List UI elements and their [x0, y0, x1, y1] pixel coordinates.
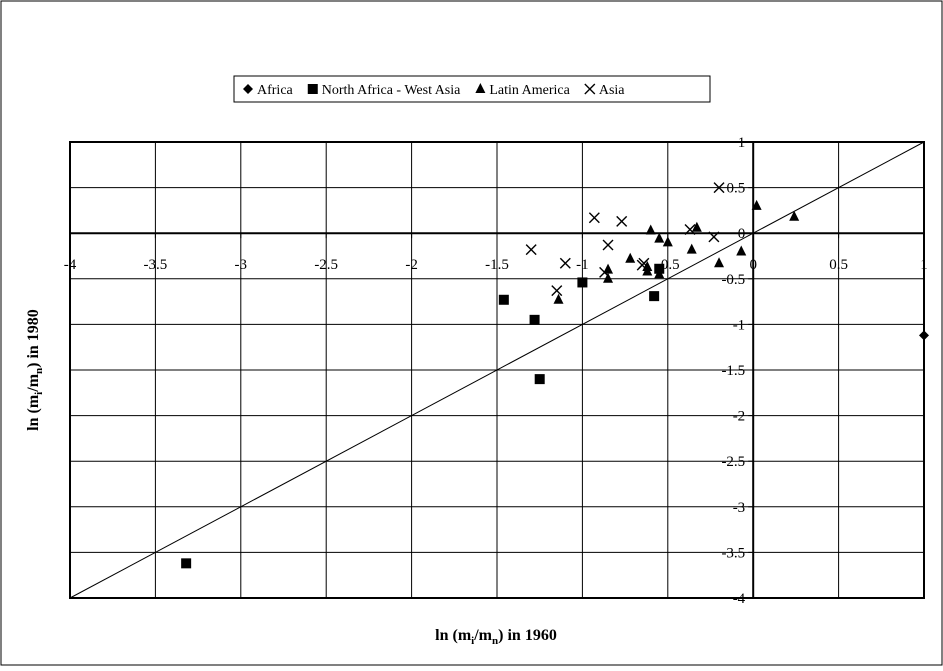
x-point — [684, 224, 696, 236]
triangle-point — [686, 243, 697, 254]
x-marker-stroke — [551, 285, 563, 297]
triangle-point — [662, 236, 673, 247]
x-marker-stroke — [636, 259, 648, 271]
x-tick-label: 0 — [749, 257, 757, 273]
x-tick-label: -4 — [64, 257, 77, 273]
triangle-point — [645, 224, 656, 235]
x-tick-label: -1 — [576, 257, 589, 273]
triangle-point — [603, 272, 614, 283]
legend-box — [233, 75, 711, 103]
triangle-point — [691, 221, 702, 232]
x-marker-stroke — [708, 231, 720, 243]
x-tick-label: -2 — [405, 257, 418, 273]
y-tick-label: -4 — [733, 591, 746, 607]
y-tick-label: -2.5 — [721, 454, 745, 470]
diamond-point — [919, 330, 929, 341]
x-marker-stroke — [616, 215, 628, 227]
legend-x-icon — [584, 83, 596, 95]
series-africa — [919, 330, 929, 341]
triangle-point — [714, 257, 725, 268]
x-tick-label: -3.5 — [144, 257, 168, 273]
y-tick-label: -0.5 — [721, 272, 745, 288]
legend-triangle-icon — [475, 83, 486, 93]
square-point — [181, 558, 192, 569]
x-axis-title: ln (mi/mn) in 1960 — [435, 627, 557, 647]
triangle-point — [751, 199, 762, 210]
square-point — [534, 374, 545, 385]
x-point — [636, 259, 648, 271]
square-point — [498, 294, 509, 305]
plot-border — [69, 141, 925, 599]
reference-line — [69, 141, 925, 599]
x-tick-label: 1 — [920, 257, 928, 273]
square-point — [577, 277, 588, 288]
legend: Africa North Africa - West Asia Latin Amer… — [233, 75, 711, 103]
x-point — [616, 215, 628, 227]
y-tick-label: -1.5 — [721, 363, 745, 379]
y-tick-label: 1 — [738, 135, 746, 151]
x-point — [551, 285, 563, 297]
triangle-point — [654, 268, 665, 279]
x-point — [602, 239, 614, 251]
x-marker-stroke — [602, 239, 614, 251]
x-tick-label: -2.5 — [314, 257, 338, 273]
series-latin-america — [553, 199, 800, 304]
y-tick-label: 0.5 — [726, 181, 745, 197]
x-point — [588, 212, 600, 224]
x-point — [708, 231, 720, 243]
x-point — [559, 257, 571, 269]
square-point — [649, 291, 660, 302]
triangle-point — [789, 210, 800, 221]
y-tick-label: -3.5 — [721, 545, 745, 561]
x-point — [599, 266, 611, 278]
x-marker-stroke — [599, 266, 611, 278]
legend-label: Asia — [599, 83, 625, 98]
series-asia — [525, 182, 725, 297]
x-point — [713, 182, 725, 194]
y-tick-label: -1 — [733, 317, 746, 333]
x-tick-label: -3 — [235, 257, 248, 273]
y-axis-title: ln (mi/mn) in 1980 — [25, 309, 45, 431]
x-point — [525, 244, 537, 256]
triangle-point — [553, 293, 564, 304]
legend-diamond-icon — [243, 84, 253, 94]
x-marker-stroke — [525, 244, 537, 256]
x-tick-label: -1.5 — [485, 257, 509, 273]
triangle-point — [625, 252, 636, 263]
legend-label: Latin America — [489, 83, 570, 98]
legend-label: Africa — [257, 83, 294, 98]
data-points — [181, 182, 929, 569]
axes — [69, 141, 925, 599]
triangle-point — [736, 245, 747, 256]
legend-label: North Africa - West Asia — [322, 83, 461, 98]
x-marker-stroke — [559, 257, 571, 269]
x-tick-label: 0.5 — [829, 257, 848, 273]
x-marker-stroke — [588, 212, 600, 224]
y-tick-label: -2 — [733, 409, 746, 425]
y-tick-label: -3 — [733, 500, 746, 516]
x-marker-stroke — [584, 83, 596, 95]
triangle-point — [654, 232, 665, 243]
square-point — [529, 314, 540, 325]
x-marker-stroke — [713, 182, 725, 194]
y-tick-label: 0 — [738, 226, 746, 242]
legend-square-icon — [307, 84, 318, 94]
x-marker-stroke — [684, 224, 696, 236]
identity-line — [69, 141, 925, 599]
